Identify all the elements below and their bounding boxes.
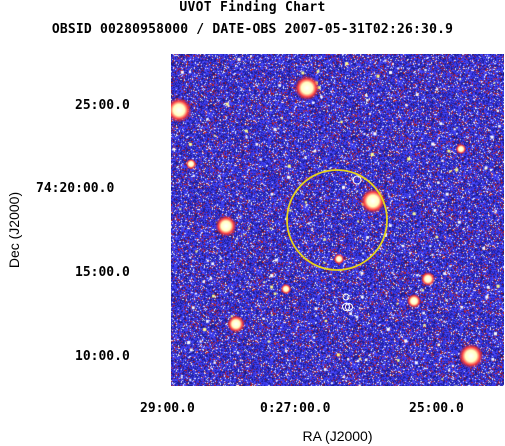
uvot-image-field[interactable] [171, 54, 504, 386]
y-tick-label: 15:00.0 [75, 265, 130, 280]
x-tick-label: 29:00.0 [140, 401, 195, 416]
x-axis-label: RA (J2000) [302, 428, 373, 444]
y-tick-label: 74:20:00.0 [36, 181, 115, 196]
y-tick-label: 10:00.0 [75, 349, 130, 364]
chart-title: UVOT Finding Chart [179, 0, 326, 15]
x-tick-label: 25:00.0 [409, 401, 464, 416]
y-tick-label: 25:00.0 [75, 98, 130, 113]
x-tick-label: 0:27:00.0 [260, 401, 331, 416]
chart-subtitle: OBSID 00280958000 / DATE-OBS 2007-05-31T… [51, 22, 454, 37]
y-axis-label: Dec (J2000) [6, 191, 22, 269]
